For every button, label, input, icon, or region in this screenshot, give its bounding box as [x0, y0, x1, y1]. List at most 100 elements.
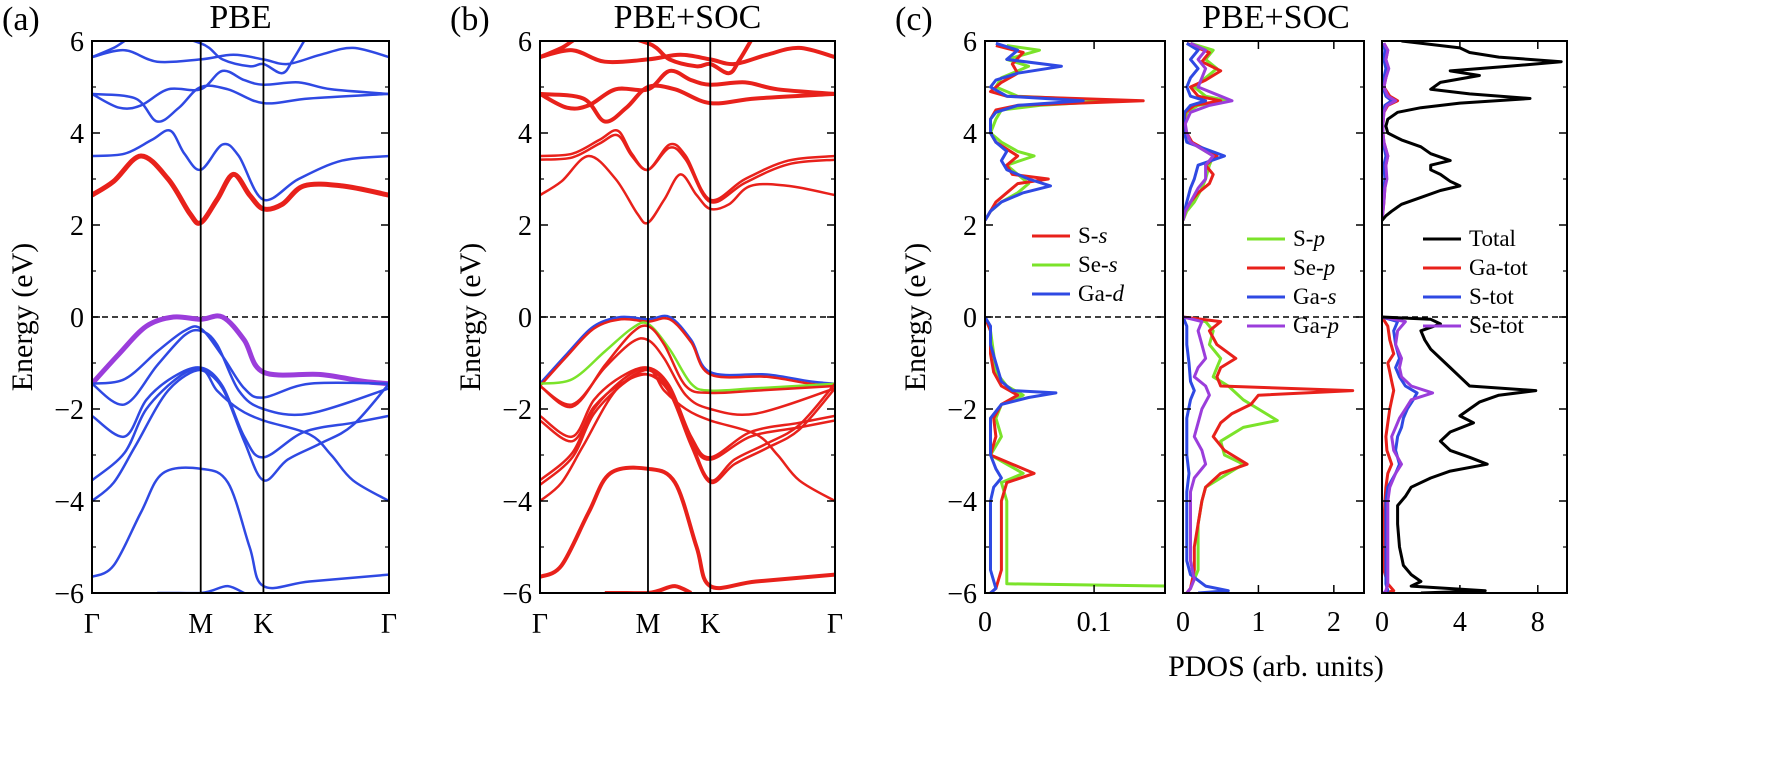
kpoint-label: K [700, 609, 720, 640]
legend-label: Ga-d [1078, 281, 1124, 306]
pdos-line [985, 316, 1165, 588]
kpoint-label: Γ [381, 609, 397, 640]
x-axis-label: PDOS (arb. units) [1168, 650, 1384, 683]
y-tick-label: −4 [54, 487, 84, 518]
band-line [540, 45, 835, 67]
band-line [540, 68, 835, 111]
band-line [540, 129, 835, 202]
legend-label-text: S- [1078, 223, 1098, 248]
y-axis-label: Energy (eV) [454, 243, 487, 392]
legend-label-orbital: d [1112, 281, 1124, 306]
band-line [92, 328, 389, 417]
legend-label: Ga-p [1293, 313, 1339, 338]
y-tick-label: 6 [518, 27, 532, 58]
panel-title: PBE+SOC [614, 0, 762, 36]
pdos-line [1382, 41, 1563, 222]
legend-label-text: Se- [1078, 252, 1109, 277]
pdos-line [1382, 315, 1435, 593]
panel-letter: (c) [895, 1, 933, 38]
x-tick-label: 8 [1531, 607, 1545, 638]
legend-label-orbital: s [1098, 223, 1107, 248]
legend-label-text: S- [1293, 226, 1313, 251]
pdos-line [1183, 315, 1355, 593]
y-tick-label: 6 [70, 27, 84, 58]
y-tick-label: 6 [963, 27, 977, 58]
band-line [540, 154, 835, 225]
legend-label-text: Ga- [1078, 281, 1112, 306]
band-line [92, 368, 389, 503]
y-tick-label: −2 [54, 395, 84, 426]
x-tick-label: 2 [1327, 607, 1341, 638]
panel-letter: (b) [450, 1, 490, 38]
y-tick-label: 4 [70, 119, 84, 150]
panel-letter: (a) [2, 1, 40, 38]
band-line [540, 368, 835, 503]
legend-label: Ga-tot [1469, 255, 1528, 280]
legend-label: Total [1469, 226, 1516, 251]
y-tick-label: −6 [947, 579, 977, 610]
kpoint-label: Γ [84, 609, 100, 640]
y-tick-label: 0 [963, 303, 977, 334]
legend-label-orbital: s [1327, 284, 1336, 309]
legend-label-text: Ga- [1293, 313, 1327, 338]
band-line [92, 466, 389, 590]
legend-label: S-tot [1469, 284, 1514, 309]
pdos-line [1382, 316, 1396, 593]
band-line [92, 41, 306, 75]
legend-label-text: S-tot [1469, 284, 1514, 309]
pdos-lines [1382, 41, 1563, 593]
y-axis-label: Energy (eV) [6, 243, 39, 392]
legend-label-orbital: s [1109, 252, 1118, 277]
band-lines [540, 41, 835, 593]
legend-label: Se-p [1293, 255, 1335, 280]
band-line [540, 314, 835, 385]
pdos-line [1382, 42, 1398, 221]
pdos-line [985, 44, 1145, 222]
y-tick-label: −6 [502, 579, 532, 610]
y-tick-label: −4 [502, 487, 532, 518]
legend-label: Se-tot [1469, 313, 1525, 338]
x-tick-label: 0.1 [1077, 607, 1112, 638]
kpoint-label: Γ [827, 609, 843, 640]
y-tick-label: −2 [947, 395, 977, 426]
band-line [92, 313, 389, 387]
legend-label: S-p [1293, 226, 1325, 251]
x-tick-label: 0 [1375, 607, 1389, 638]
y-tick-label: −6 [54, 579, 84, 610]
x-tick-label: 4 [1453, 607, 1467, 638]
pdos-line [1183, 42, 1226, 221]
legend-label-text: Ga-tot [1469, 255, 1528, 280]
legend-label: Ga-s [1293, 284, 1336, 309]
pdos-line [1382, 315, 1538, 593]
band-line [92, 46, 389, 66]
band-line [540, 133, 835, 204]
kpoint-label: K [253, 609, 273, 640]
pdos-line [985, 316, 1036, 593]
legend-label: Se-s [1078, 252, 1118, 277]
legend-label: S-s [1078, 223, 1107, 248]
y-tick-label: 2 [518, 211, 532, 242]
x-tick-label: 0 [1176, 607, 1190, 638]
y-tick-label: 0 [518, 303, 532, 334]
y-tick-label: −4 [947, 487, 977, 518]
y-tick-label: 0 [70, 303, 84, 334]
band-line [540, 337, 835, 417]
band-line [92, 368, 389, 482]
kpoint-label: Γ [532, 609, 548, 640]
y-tick-label: −2 [502, 395, 532, 426]
band-line [92, 69, 389, 110]
pdos-lines [985, 41, 1165, 593]
band-line [540, 316, 835, 388]
band-line [540, 41, 754, 76]
y-tick-label: 4 [963, 119, 977, 150]
legend-label-orbital: p [1311, 226, 1325, 251]
legend-label-text: Total [1469, 226, 1516, 251]
y-tick-label: 2 [70, 211, 84, 242]
band-line [92, 325, 389, 399]
band-line [540, 368, 835, 482]
legend-label-orbital: p [1325, 313, 1339, 338]
panel-title: PBE [209, 0, 271, 36]
band-lines [92, 41, 389, 593]
pdos-line [1183, 315, 1211, 593]
